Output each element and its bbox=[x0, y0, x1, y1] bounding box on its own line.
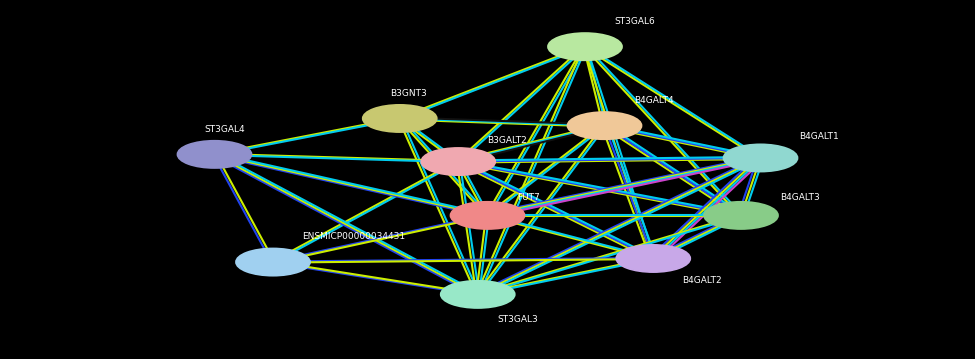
Text: B4GALT3: B4GALT3 bbox=[780, 193, 820, 202]
Circle shape bbox=[236, 248, 310, 276]
Text: B3GNT3: B3GNT3 bbox=[390, 89, 427, 98]
Circle shape bbox=[704, 202, 778, 229]
Circle shape bbox=[363, 105, 437, 132]
Text: ST3GAL4: ST3GAL4 bbox=[205, 125, 246, 134]
Text: B4GALT2: B4GALT2 bbox=[682, 275, 722, 285]
Text: B4GALT4: B4GALT4 bbox=[634, 96, 674, 105]
Text: ST3GAL3: ST3GAL3 bbox=[497, 315, 538, 324]
Circle shape bbox=[450, 202, 525, 229]
Text: FUT7: FUT7 bbox=[517, 193, 539, 202]
Text: B3GALT2: B3GALT2 bbox=[488, 135, 527, 145]
Circle shape bbox=[548, 33, 622, 60]
Text: B4GALT1: B4GALT1 bbox=[800, 132, 839, 141]
Circle shape bbox=[441, 281, 515, 308]
Text: ST3GAL6: ST3GAL6 bbox=[614, 17, 655, 26]
Text: ENSMICP00000034431: ENSMICP00000034431 bbox=[302, 232, 406, 242]
Circle shape bbox=[421, 148, 495, 175]
Circle shape bbox=[723, 144, 798, 172]
Circle shape bbox=[177, 141, 252, 168]
Circle shape bbox=[567, 112, 642, 139]
Circle shape bbox=[616, 245, 690, 272]
